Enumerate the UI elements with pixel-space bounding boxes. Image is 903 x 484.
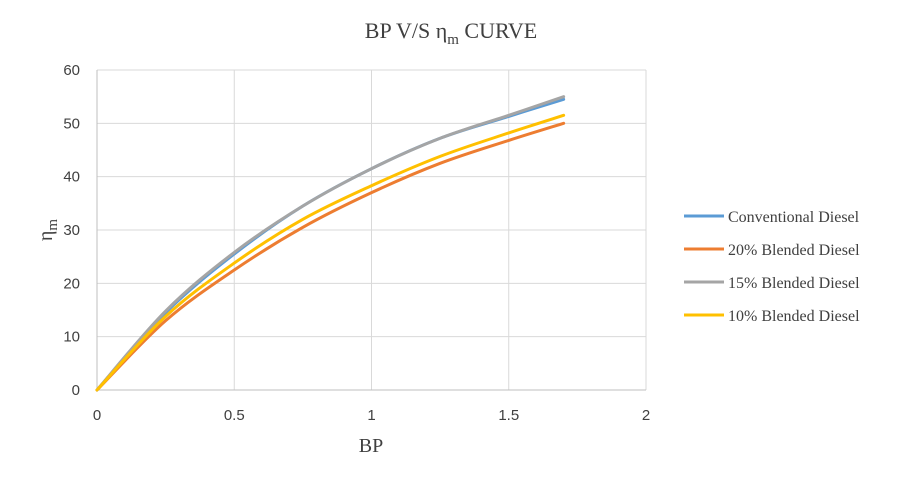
x-tick-label: 1 <box>367 407 375 424</box>
series-line-conventional-diesel <box>95 97 566 392</box>
legend-label-15-blended-diesel: 15% Blended Diesel <box>728 275 860 292</box>
series-line-15-blended-diesel <box>95 95 566 392</box>
x-tick-label: 1.5 <box>498 407 519 424</box>
legend-label-20-blended-diesel: 20% Blended Diesel <box>728 242 860 259</box>
x-tick-label: 0 <box>93 407 101 424</box>
y-axis-ticks: 0 10 20 30 40 50 60 <box>63 62 80 399</box>
x-tick-label: 2 <box>642 407 650 424</box>
y-tick-label: 0 <box>72 382 80 399</box>
y-axis-title: ηm <box>35 219 61 241</box>
series-line-10-blended-diesel <box>95 113 566 392</box>
gridlines <box>96 69 647 391</box>
series-lines <box>95 95 566 392</box>
series-line-20-blended-diesel <box>95 121 566 392</box>
x-tick-label: 0.5 <box>224 407 245 424</box>
chart-title: BP V/S ηm CURVE <box>365 18 537 48</box>
legend-label-conventional-diesel: Conventional Diesel <box>728 209 860 226</box>
legend-label-10-blended-diesel: 10% Blended Diesel <box>728 308 860 325</box>
y-tick-label: 10 <box>63 329 80 346</box>
y-tick-label: 50 <box>63 115 80 132</box>
y-tick-label: 60 <box>63 62 80 79</box>
x-axis-title: BP <box>359 435 383 457</box>
y-tick-label: 40 <box>63 169 80 186</box>
y-tick-label: 30 <box>63 222 80 239</box>
legend: Conventional Diesel 20% Blended Diesel 15%… <box>684 209 860 325</box>
x-axis-ticks: 0 0.5 1 1.5 2 <box>93 407 650 424</box>
y-tick-label: 20 <box>63 275 80 292</box>
